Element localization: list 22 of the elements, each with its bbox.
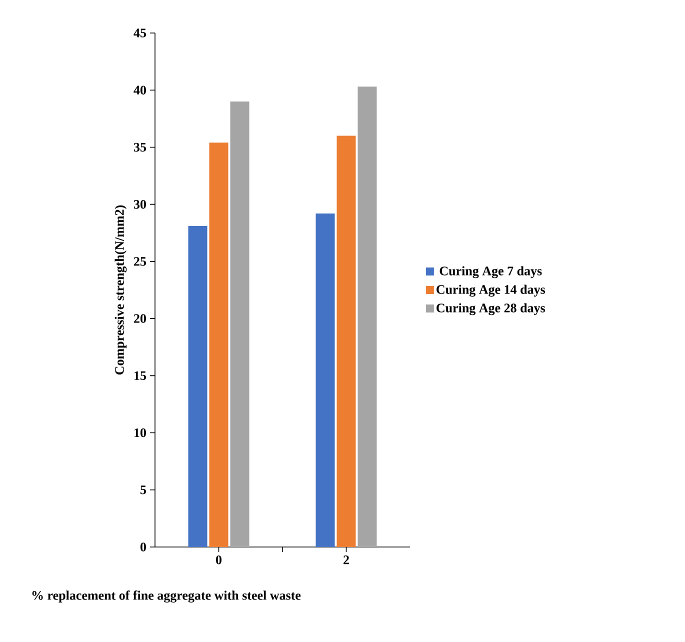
y-tick-label: 0	[140, 542, 146, 552]
x-axis-title: % replacement of fine aggregate with steel waste	[32, 590, 301, 603]
legend-label: Curing Age 7 days	[440, 266, 542, 278]
y-tick-label: 20	[134, 314, 146, 323]
legend-label: Curing Age 14 days	[436, 284, 546, 297]
y-tick-label: 5	[140, 486, 146, 494]
bar	[316, 213, 335, 547]
x-tick-label: 2	[344, 556, 349, 564]
bar	[230, 102, 250, 547]
y-tick-label: 15	[134, 371, 146, 380]
legend-label: Curing Age 28 days	[436, 303, 546, 316]
bar	[358, 86, 377, 547]
y-tick-label: 25	[134, 257, 146, 266]
y-tick-label: 10	[134, 428, 146, 438]
y-axis-title: Compressive strength(N/mm2)	[114, 205, 127, 375]
bar	[188, 226, 208, 547]
y-tick-label: 40	[134, 86, 146, 94]
bar	[336, 136, 356, 547]
y-tick-label: 45	[134, 28, 146, 38]
y-tick-label: 30	[134, 200, 146, 209]
y-tick-label: 35	[134, 142, 146, 152]
bar	[209, 142, 228, 547]
